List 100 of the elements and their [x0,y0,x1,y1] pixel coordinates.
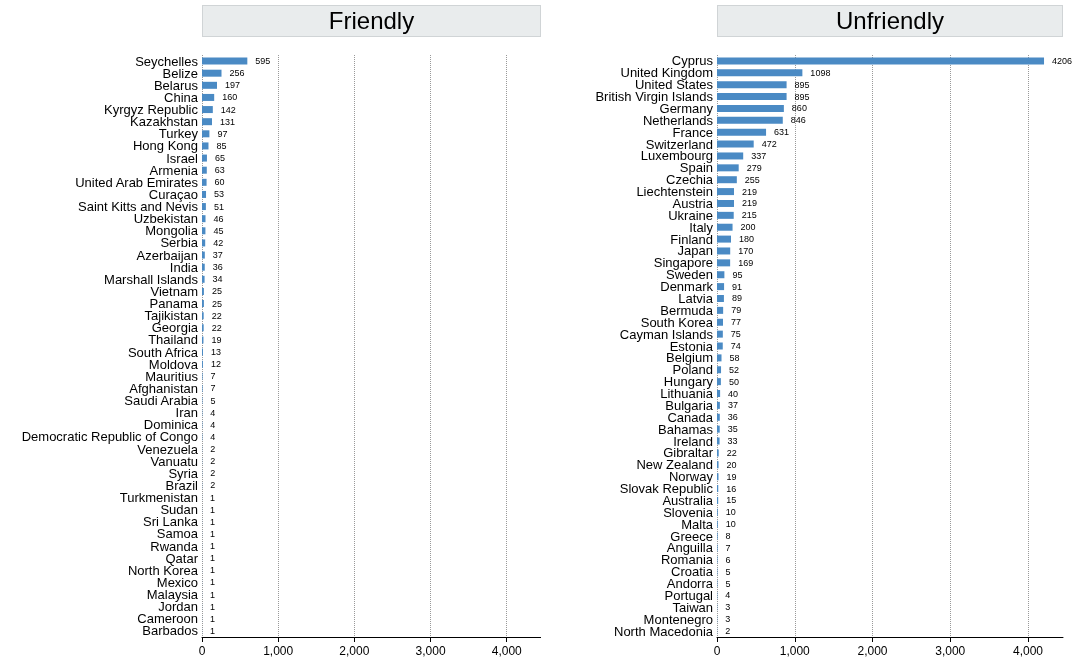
bar [717,413,720,421]
data-label: 13 [210,347,222,358]
data-label: 1 [210,589,216,600]
data-label: 142 [220,104,236,115]
bar [202,251,205,259]
data-label: 219 [742,186,758,197]
data-label: 337 [751,150,767,161]
data-label: 89 [731,293,742,304]
bar [717,152,744,160]
chart-title: Unfriendly [717,5,1063,37]
data-label: 1 [210,541,216,552]
bar [717,306,724,314]
y-tick-label: Malaysia [146,587,199,603]
data-label: 4 [210,419,216,430]
data-label: 200 [740,222,756,233]
data-label: 33 [727,436,738,447]
bar [717,116,783,124]
data-label: 50 [728,376,739,387]
data-label: 1 [210,528,216,539]
data-label: 36 [727,412,738,423]
data-label: 52 [729,364,740,375]
data-label: 20 [726,459,737,470]
data-label: 4 [725,590,731,601]
data-label: 631 [774,127,790,138]
x-tick-label: 2,000 [857,644,888,658]
bar [202,93,215,101]
bar [717,140,754,148]
bar [717,366,722,374]
data-label: 45 [213,225,224,236]
data-label: 7 [725,542,731,553]
data-label: 19 [726,471,737,482]
data-label: 3 [725,614,731,625]
data-label: 5 [725,578,731,589]
bar [717,235,731,243]
data-label: 37 [727,400,738,411]
bar [202,275,205,283]
data-label: 2 [210,444,216,455]
data-label: 215 [741,210,757,221]
bar [717,93,787,101]
bar [717,390,721,398]
data-label: 95 [732,269,743,280]
data-label: 895 [794,79,810,90]
data-label: 77 [730,317,741,328]
data-label: 2 [210,468,216,479]
x-tick-label: 1,000 [779,644,811,658]
data-label: 4 [210,431,216,442]
data-label: 25 [211,286,222,297]
bar [717,318,723,326]
data-label: 5 [725,566,731,577]
y-tick-label: Hungary [663,374,714,390]
data-label: 19 [211,334,222,345]
data-label: 22 [726,447,737,458]
bar [202,106,213,114]
data-label: 16 [726,483,737,494]
bar [202,178,207,186]
data-label: 1 [210,565,216,576]
bar [717,223,733,231]
y-tick-label: Japan [677,243,713,259]
data-label: 279 [746,162,762,173]
bar [202,239,206,247]
data-label: 46 [213,213,224,224]
bar [202,215,206,223]
data-label: 40 [728,388,739,399]
data-label: 7 [210,371,216,382]
data-label: 58 [729,352,740,363]
bar [717,259,731,267]
data-label: 860 [791,103,807,114]
x-tick-label: 2,000 [339,644,370,658]
data-label: 180 [739,234,755,245]
bar [717,271,725,279]
data-label: 74 [730,341,741,351]
data-label: 1 [210,613,216,624]
bar [202,154,207,162]
data-label: 1 [210,577,216,588]
data-label: 131 [219,116,236,127]
bar [717,401,720,409]
bar [717,104,784,112]
bar [202,130,210,138]
data-label: 75 [730,329,741,340]
bar [202,166,207,174]
x-tick-label: 3,000 [415,644,446,658]
bar [717,164,739,172]
data-label: 63 [214,165,225,176]
data-label: 256 [229,68,245,79]
data-label: 10 [725,507,736,518]
bar [717,199,735,207]
data-label: 1 [210,492,216,503]
data-label: 10 [725,519,736,530]
y-tick-label: British Virgin Islands [595,89,714,105]
y-tick-label: Cyprus [671,53,714,69]
data-label: 53 [214,189,225,200]
bar [717,425,720,433]
data-label: 255 [744,174,760,185]
data-label: 42 [213,237,224,248]
data-label: 91 [732,281,743,292]
data-label: 1 [210,553,216,564]
data-label: 3 [725,602,731,613]
bar [717,283,725,291]
x-tick-label: 1,000 [263,644,294,658]
bar [202,118,212,126]
